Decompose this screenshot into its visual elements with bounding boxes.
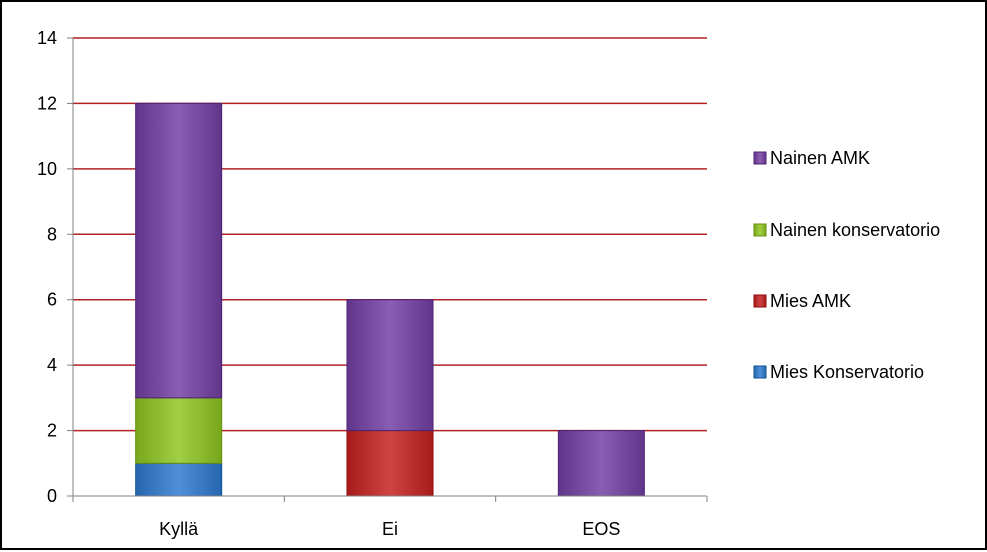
y-tick-label: 6: [47, 290, 57, 310]
x-tick-label: Ei: [382, 519, 398, 539]
y-tick-label: 2: [47, 421, 57, 441]
legend-swatch: [753, 151, 767, 165]
bar-layer: [135, 102, 645, 497]
legend-label: Mies Konservatorio: [770, 362, 924, 382]
y-tick-label: 12: [37, 93, 57, 113]
bar-segment: [135, 102, 223, 399]
legend: Nainen AMK Nainen konservatorio Mies AMK Mi…: [753, 148, 940, 382]
bar-segment: [135, 397, 223, 464]
bar-segment: [346, 299, 434, 432]
y-tick-label: 8: [47, 224, 57, 244]
bar-segment: [346, 430, 434, 497]
bar-segment: [557, 430, 645, 497]
legend-label: Nainen konservatorio: [770, 220, 940, 240]
x-tick-label: EOS: [582, 519, 620, 539]
legend-label: Mies AMK: [770, 291, 851, 311]
legend-swatch: [753, 365, 767, 379]
y-tick-label: 10: [37, 159, 57, 179]
x-tick-label: Kyllä: [159, 519, 199, 539]
axis-layer: 0 2 4 6 8 10 12 14 Kyllä Ei EOS: [37, 28, 708, 539]
legend-swatch: [753, 223, 767, 237]
y-tick-label: 4: [47, 355, 57, 375]
legend-label: Nainen AMK: [770, 148, 870, 168]
bar-segment: [135, 462, 223, 497]
y-tick-label: 14: [37, 28, 57, 48]
legend-swatch: [753, 294, 767, 308]
y-tick-label: 0: [47, 486, 57, 506]
